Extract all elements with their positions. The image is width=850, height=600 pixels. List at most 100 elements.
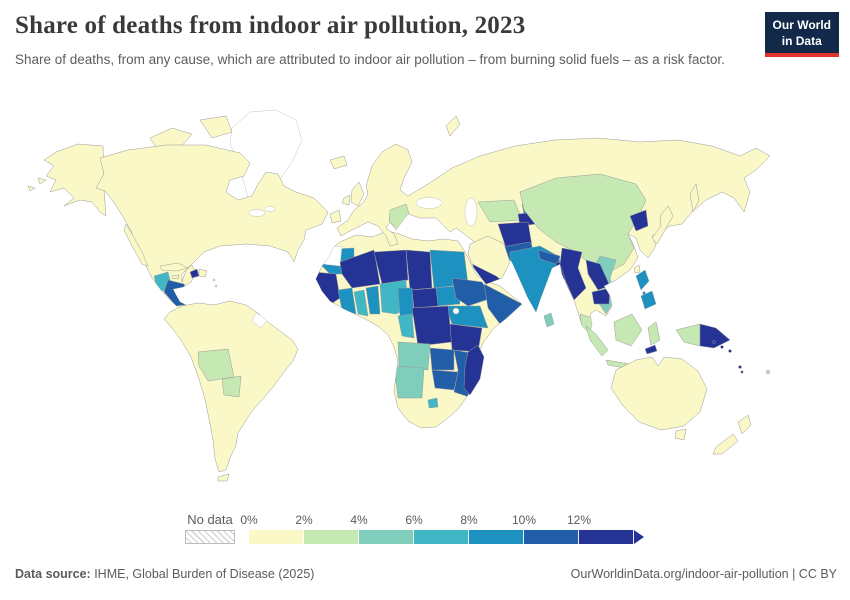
caspian-sea: [464, 197, 478, 227]
country-taiwan[interactable]: [633, 264, 641, 274]
country-cote-divoire[interactable]: [337, 287, 357, 315]
country-dominican-republic[interactable]: [198, 268, 208, 278]
legend-bar-block: 0% 2% 4% 6% 8% 10% 12%: [240, 513, 644, 544]
country-dr-congo[interactable]: [411, 305, 453, 347]
country-japan[interactable]: [651, 205, 674, 245]
country-new-zealand-north[interactable]: [737, 414, 752, 435]
country-madagascar[interactable]: [463, 344, 485, 396]
country-lesotho[interactable]: [427, 397, 439, 409]
country-iceland[interactable]: [329, 155, 348, 170]
country-togo-benin[interactable]: [365, 285, 381, 315]
data-source-text: IHME, Global Burden of Disease (2025): [90, 567, 315, 581]
country-mali[interactable]: [339, 249, 381, 289]
no-data-label: No data: [187, 512, 233, 527]
country-solomon-islands[interactable]: [712, 340, 716, 344]
indonesia-west-papua[interactable]: [675, 323, 701, 347]
legend-arrow: [634, 530, 644, 544]
country-china[interactable]: [519, 173, 647, 275]
country-australia[interactable]: [610, 356, 708, 431]
baja-california[interactable]: [123, 223, 149, 267]
country-laos[interactable]: [585, 259, 611, 291]
legend-bar: [249, 530, 634, 544]
indonesia-sumatra[interactable]: [585, 325, 609, 357]
owid-logo-line1: Our World: [772, 18, 831, 32]
indonesia-borneo[interactable]: [613, 313, 643, 347]
country-cameroon[interactable]: [397, 287, 415, 317]
country-vanuatu-2[interactable]: [740, 370, 744, 374]
country-united-kingdom[interactable]: [350, 181, 365, 207]
data-source: Data source: IHME, Global Burden of Dise…: [15, 567, 314, 581]
map-legend: No data 0% 2% 4% 6% 8% 10% 12%: [185, 512, 644, 544]
legend-swatch-5[interactable]: [524, 530, 579, 544]
tierra-del-fuego[interactable]: [217, 473, 230, 482]
arctic-islands-east[interactable]: [199, 115, 233, 139]
country-solomon-islands-2[interactable]: [720, 345, 724, 349]
legend-tick-4%: 4%: [350, 513, 368, 527]
country-zimbabwe[interactable]: [431, 369, 459, 391]
data-source-label: Data source:: [15, 567, 91, 581]
country-myanmar[interactable]: [559, 247, 587, 301]
country-ghana[interactable]: [353, 289, 369, 317]
aleutian-islands[interactable]: [27, 177, 47, 192]
country-ireland[interactable]: [341, 194, 351, 206]
legend-tick-6%: 6%: [405, 513, 423, 527]
lesser-antilles[interactable]: [212, 278, 216, 282]
indonesia-sulawesi[interactable]: [647, 321, 661, 346]
country-car[interactable]: [411, 287, 439, 309]
legend-swatch-6[interactable]: [579, 530, 634, 544]
country-philippines-luzon[interactable]: [635, 269, 650, 291]
country-philippines-mindanao[interactable]: [640, 290, 657, 310]
country-congo[interactable]: [397, 313, 415, 339]
legend-tick-labels: 0% 2% 4% 6% 8% 10% 12%: [240, 513, 634, 530]
lesser-antilles-2[interactable]: [214, 284, 218, 288]
sakhalin[interactable]: [689, 183, 700, 213]
country-sri-lanka[interactable]: [543, 312, 555, 328]
country-western-sahara[interactable]: [317, 245, 343, 267]
legend-swatch-2[interactable]: [359, 530, 414, 544]
legend-tick-0%: 0%: [240, 513, 258, 527]
license-link[interactable]: OurWorldinData.org/indoor-air-pollution …: [570, 567, 837, 581]
lake-victoria: [452, 307, 460, 315]
region-north-america[interactable]: [95, 144, 329, 316]
great-lakes: [248, 209, 266, 217]
black-sea: [415, 197, 443, 209]
country-cambodia[interactable]: [591, 287, 611, 305]
newfoundland[interactable]: [329, 209, 342, 224]
legend-tick-8%: 8%: [460, 513, 478, 527]
country-new-zealand-south[interactable]: [712, 433, 739, 455]
chart-subtitle: Share of deaths, from any cause, which a…: [15, 52, 725, 67]
country-senegal-guinea[interactable]: [314, 271, 341, 307]
legend-swatch-3[interactable]: [414, 530, 469, 544]
country-jamaica[interactable]: [171, 274, 180, 280]
tasmania[interactable]: [674, 428, 687, 441]
world-choropleth-map: [27, 109, 771, 482]
owid-logo[interactable]: Our World in Data: [764, 12, 839, 58]
region-alaska[interactable]: [43, 143, 107, 217]
country-vanuatu[interactable]: [738, 365, 742, 369]
country-timor-leste[interactable]: [644, 344, 658, 355]
country-chad[interactable]: [405, 249, 433, 291]
legend-swatch-0[interactable]: [249, 530, 304, 544]
country-niger[interactable]: [373, 249, 409, 285]
country-namibia[interactable]: [393, 365, 425, 399]
country-angola[interactable]: [397, 341, 431, 371]
legend-swatch-4[interactable]: [469, 530, 524, 544]
country-cuba[interactable]: [159, 262, 189, 272]
no-data-swatch[interactable]: [185, 530, 235, 544]
legend-tick-2%: 2%: [295, 513, 313, 527]
country-fiji[interactable]: [765, 369, 771, 375]
country-bolivia[interactable]: [197, 348, 235, 382]
owid-logo-line2: in Data: [781, 33, 822, 48]
country-ethiopia[interactable]: [451, 277, 493, 307]
legend-tick-10%: 10%: [511, 513, 537, 527]
country-north-korea[interactable]: [629, 209, 649, 232]
legend-swatch-1[interactable]: [304, 530, 359, 544]
country-papua-new-guinea[interactable]: [699, 323, 731, 349]
chart-footer: Data source: IHME, Global Burden of Dise…: [15, 567, 837, 581]
lake-huron: [264, 206, 276, 212]
country-paraguay[interactable]: [221, 375, 242, 398]
country-zambia[interactable]: [429, 347, 455, 371]
novaya-zemlya[interactable]: [445, 115, 461, 137]
country-solomon-islands-3[interactable]: [728, 349, 732, 353]
